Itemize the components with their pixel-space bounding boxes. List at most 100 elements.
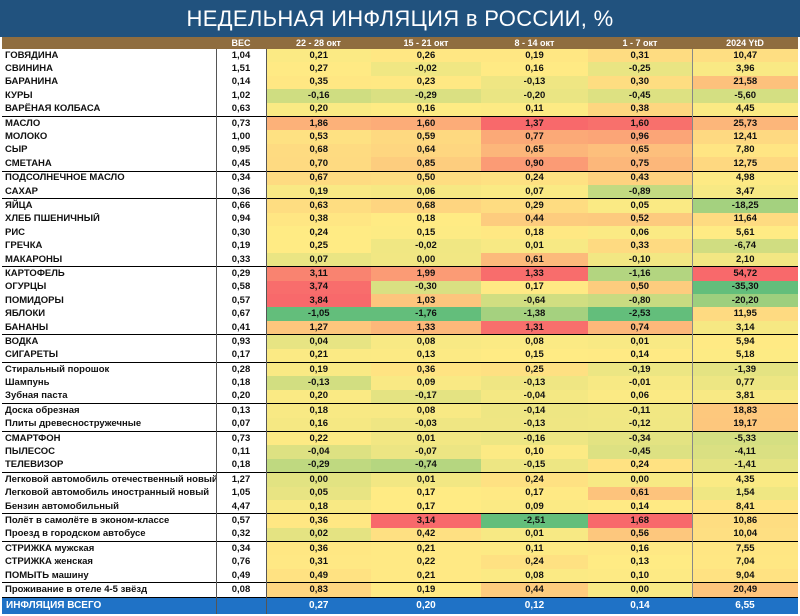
weight-cell: 0,57 — [216, 294, 267, 308]
weight-cell: 0,18 — [216, 458, 267, 473]
week-value-cell: 0,10 — [588, 568, 692, 583]
ytd-cell: 10,04 — [691, 527, 798, 542]
week-value-cell: 0,24 — [481, 472, 588, 487]
row-label: ВОДКА — [2, 334, 217, 349]
week-value-cell: 0,70 — [266, 157, 371, 172]
weight-cell: 0,63 — [216, 102, 267, 117]
week-value-cell: 0,38 — [588, 102, 692, 117]
row-label: БАНАНЫ — [2, 320, 217, 335]
row-label: Проживание в отеле 4-5 звёзд — [2, 582, 217, 598]
week-value-cell: 0,04 — [266, 334, 371, 349]
table-row: КУРЫ 1,02 -0,16 -0,29 -0,20 -0,45 -5,60 — [2, 89, 798, 103]
week-value-cell: -2,53 — [588, 307, 692, 321]
ytd-cell: -4,11 — [691, 445, 798, 459]
table-row: ПЫЛЕСОС 0,11 -0,04 -0,07 0,10 -0,45 -4,11 — [2, 445, 798, 459]
week-value-cell: 0,30 — [588, 75, 692, 90]
week-value-cell: 0,15 — [371, 226, 481, 240]
week-value-cell: 0,07 — [266, 252, 371, 267]
weight-cell: 0,94 — [216, 212, 267, 227]
week-value-cell: 1,68 — [588, 513, 692, 528]
week-value-cell: -0,30 — [371, 280, 481, 295]
weight-cell: 0,73 — [216, 430, 267, 446]
weight-cell: 0,49 — [216, 568, 267, 583]
total-week-cell: 0,20 — [371, 596, 481, 614]
week-value-cell: 1,60 — [588, 115, 692, 131]
table-row: БАРАНИНА 0,14 0,35 0,23 -0,13 0,30 21,58 — [2, 75, 798, 90]
page-title: НЕДЕЛЬНАЯ ИНФЛЯЦИЯ в РОССИИ, % — [0, 0, 800, 37]
week-value-cell: 0,25 — [266, 239, 371, 253]
table-body: ГОВЯДИНА 1,04 0,21 0,26 0,19 0,31 10,47 СВИНИНА… — [2, 49, 798, 614]
week-value-cell: -0,20 — [481, 89, 588, 103]
weight-cell: 1,04 — [216, 49, 267, 63]
week-value-cell: 0,08 — [481, 334, 588, 349]
week-value-cell: 0,68 — [371, 198, 481, 213]
week-value-cell: 3,74 — [266, 280, 371, 295]
weight-cell: 0,11 — [216, 445, 267, 459]
weight-cell: 1,00 — [216, 130, 267, 144]
table-row: ВОДКА 0,93 0,04 0,08 0,08 0,01 5,94 — [2, 334, 798, 349]
week-value-cell: 0,19 — [481, 49, 588, 63]
ytd-cell: 7,55 — [691, 541, 798, 556]
row-label: ТЕЛЕВИЗОР — [2, 458, 217, 473]
weight-cell: 0,34 — [216, 541, 267, 556]
table-row: Полёт в самолёте в эконом-классе 0,57 0,36… — [2, 513, 798, 528]
week-value-cell: -0,74 — [371, 458, 481, 473]
weight-cell: 0,08 — [216, 582, 267, 598]
ytd-cell: -18,25 — [691, 198, 798, 213]
week-value-cell: 0,65 — [481, 143, 588, 158]
week-value-cell: 0,75 — [588, 157, 692, 172]
row-label: СМАРТФОН — [2, 430, 217, 446]
weight-cell: 0,73 — [216, 115, 267, 131]
week-value-cell: 0,31 — [588, 49, 692, 63]
row-label: СТРИЖКА женская — [2, 555, 217, 569]
table-row: ХЛЕБ ПШЕНИЧНЫЙ 0,94 0,38 0,18 0,44 0,52 11,64 — [2, 212, 798, 227]
week-value-cell: 0,22 — [371, 555, 481, 569]
week-value-cell: 0,00 — [371, 252, 481, 267]
week-value-cell: 0,11 — [481, 541, 588, 556]
week-value-cell: 3,11 — [266, 266, 371, 281]
week-value-cell: 0,20 — [266, 102, 371, 117]
week-value-cell: 0,68 — [266, 143, 371, 158]
table-row: ГРЕЧКА 0,19 0,25 -0,02 0,01 0,33 -6,74 — [2, 239, 798, 253]
ytd-cell: 12,75 — [691, 157, 798, 172]
week-value-cell: 0,50 — [588, 280, 692, 295]
week-value-cell: 0,83 — [266, 582, 371, 598]
week-value-cell: 0,26 — [371, 49, 481, 63]
table-row: Проживание в отеле 4-5 звёзд 0,08 0,83 0,19… — [2, 582, 798, 598]
week-value-cell: 0,17 — [371, 499, 481, 514]
weight-cell: 0,36 — [216, 184, 267, 199]
week-value-cell: 0,01 — [481, 527, 588, 542]
week-value-cell: 0,24 — [588, 458, 692, 473]
weight-cell: 0,33 — [216, 252, 267, 267]
week-value-cell: 0,15 — [481, 348, 588, 363]
week-value-cell: 3,84 — [266, 294, 371, 308]
week-value-cell: 0,18 — [266, 403, 371, 418]
weight-cell: 0,66 — [216, 198, 267, 213]
header-week-1: 22 - 28 окт — [266, 37, 371, 49]
ytd-cell: 5,61 — [691, 226, 798, 240]
ytd-cell: 0,77 — [691, 376, 798, 390]
week-value-cell: 0,10 — [481, 445, 588, 459]
ytd-cell: 3,14 — [691, 320, 798, 335]
week-value-cell: 0,64 — [371, 143, 481, 158]
row-label: Доска обрезная — [2, 403, 217, 418]
weight-cell: 4,47 — [216, 499, 267, 514]
row-label: ГРЕЧКА — [2, 239, 217, 253]
row-label: ВАРЁНАЯ КОЛБАСА — [2, 102, 217, 117]
table-row: СВИНИНА 1,51 0,27 -0,02 0,16 -0,25 3,96 — [2, 62, 798, 76]
ytd-cell: 54,72 — [691, 266, 798, 281]
row-label: Стиральный порошок — [2, 361, 217, 377]
weight-cell: 0,34 — [216, 170, 267, 185]
row-label: Бензин автомобильный — [2, 499, 217, 514]
row-label: СМЕТАНА — [2, 157, 217, 172]
week-value-cell: 0,21 — [371, 541, 481, 556]
table-row: Проезд в городском автобусе 0,32 0,02 0,42 0… — [2, 527, 798, 542]
inflation-table: ВЕС 22 - 28 окт 15 - 21 окт 8 - 14 окт 1… — [2, 37, 798, 614]
week-value-cell: 0,13 — [371, 348, 481, 363]
weight-cell: 1,02 — [216, 89, 267, 103]
week-value-cell: 0,36 — [266, 513, 371, 528]
week-value-cell: 1,33 — [371, 320, 481, 335]
header-week-4: 1 - 7 окт — [588, 37, 692, 49]
weight-cell: 1,05 — [216, 486, 267, 500]
ytd-cell: -1,39 — [691, 361, 798, 377]
